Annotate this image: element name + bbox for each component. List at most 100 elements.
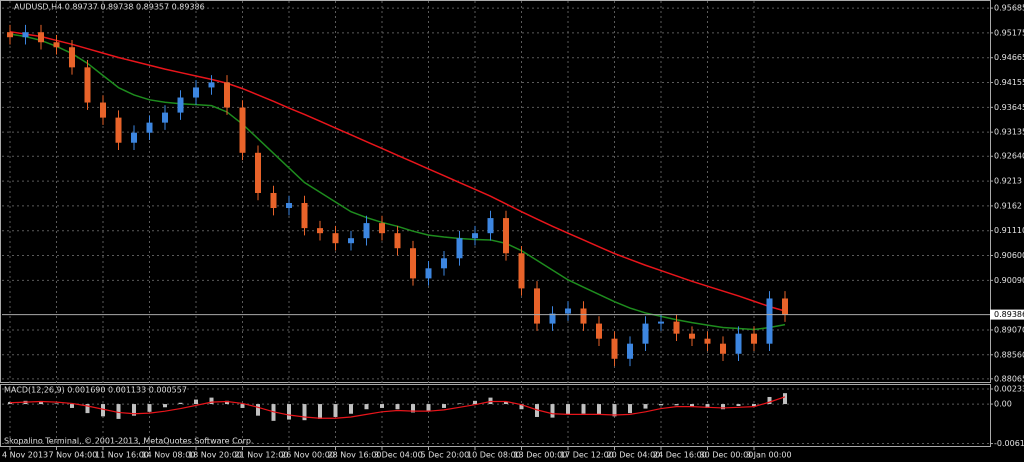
y-tick-label: 0.9162 — [994, 201, 1022, 210]
candle-body — [131, 132, 137, 143]
histogram-bar — [426, 404, 431, 411]
y-tick-label: 0.90090 — [994, 276, 1024, 285]
x-tick-label: 10 Dec 08:00 — [467, 451, 521, 460]
candle-body — [394, 233, 401, 249]
histogram-bar — [8, 402, 12, 405]
y-tick-label: 0.95175 — [994, 28, 1024, 37]
y-tick-label: 0.94665 — [994, 53, 1024, 62]
histogram-bar — [225, 400, 229, 405]
candle-body — [751, 333, 757, 344]
histogram-bar — [380, 404, 384, 408]
histogram-bar — [488, 397, 493, 405]
y-tick-label: 0.00 — [994, 400, 1012, 409]
indicator-line — [9, 33, 786, 331]
histogram-bar — [566, 404, 570, 415]
candle-body — [162, 112, 168, 123]
x-tick-label: 14 Nov 08:00 — [142, 451, 196, 460]
x-tick-label: 3 Dec 04:00 — [374, 451, 423, 460]
x-tick-label: 24 Dec 16:00 — [653, 451, 707, 460]
candle-body — [301, 203, 308, 229]
histogram-bar — [85, 404, 90, 414]
histogram-bar — [597, 404, 601, 415]
candle-body — [115, 117, 122, 143]
histogram-bar — [194, 399, 198, 405]
histogram-bar — [178, 402, 183, 405]
candle-body — [69, 47, 75, 68]
candle-body — [100, 102, 106, 118]
candle-body — [565, 308, 571, 314]
candle-body — [38, 32, 44, 43]
chart-title: AUDUSD,H4 0.89737 0.89738 0.89357 0.8938… — [14, 3, 205, 12]
histogram-bar — [240, 404, 245, 408]
histogram-bar — [54, 403, 59, 405]
candle-body — [503, 218, 509, 254]
candle-body — [735, 333, 742, 354]
histogram-bar — [333, 404, 338, 417]
y-tick-label: 0.90600 — [994, 251, 1024, 260]
candle-body — [549, 313, 556, 324]
histogram-bar — [783, 393, 787, 405]
candle-body — [286, 203, 292, 209]
y-tick-label: 0.94155 — [994, 78, 1024, 87]
y-tick-label: 0.9213 — [994, 177, 1022, 186]
y-tick-label: 0.89070 — [994, 325, 1024, 334]
candle-body — [208, 82, 215, 88]
histogram-bar — [70, 404, 74, 408]
histogram-bar — [256, 404, 260, 416]
candle-body — [363, 223, 370, 239]
histogram-bar — [721, 404, 725, 410]
x-tick-label: 5 Dec 20:00 — [421, 451, 470, 460]
histogram-bar — [209, 397, 214, 405]
candle-body — [224, 82, 230, 108]
histogram-bar — [705, 404, 710, 408]
candle-body — [348, 238, 354, 244]
candle-body — [658, 321, 664, 324]
candle-body — [22, 32, 29, 38]
y-tick-label: 0.88560 — [994, 350, 1024, 359]
candle-body — [441, 258, 447, 269]
x-tick-label: 30 Dec 00:00 — [700, 451, 754, 460]
x-tick-label: 21 Nov 12:00 — [235, 451, 289, 460]
candle-body — [332, 233, 339, 244]
histogram-bar — [147, 404, 152, 412]
macd-title: MACD(12,26,9) 0.001690 0.001133 0.000557 — [4, 386, 187, 395]
price-label: 0.89386 — [994, 310, 1024, 319]
x-tick-label: 4 Nov 2013 — [2, 451, 48, 460]
x-tick-label: 3 Jan 00:00 — [746, 451, 792, 460]
histogram-bar — [643, 404, 648, 409]
histogram-bar — [628, 404, 632, 414]
histogram-bar — [659, 404, 663, 406]
histogram-bar — [752, 404, 756, 406]
x-tick-label: 11 Nov 16:00 — [95, 451, 149, 460]
x-tick-label: 18 Nov 20:00 — [188, 451, 242, 460]
candle-body — [518, 253, 525, 289]
candle-body — [84, 67, 91, 103]
y-tick-label: 0.92640 — [994, 152, 1024, 161]
histogram-bar — [302, 404, 307, 421]
histogram-bar — [504, 401, 508, 405]
x-tick-label: 26 Nov 00:00 — [281, 451, 335, 460]
indicator-line — [9, 30, 786, 312]
x-tick-label: 17 Dec 12:00 — [560, 451, 614, 460]
candle-body — [642, 323, 649, 344]
candle-body — [410, 248, 416, 279]
candle-body — [255, 152, 261, 193]
histogram-bar — [349, 404, 353, 414]
candle-body — [270, 192, 277, 209]
histogram-bar — [736, 404, 741, 406]
footer: Skopalino Terminal, © 2001-2013, MetaQuo… — [4, 437, 253, 446]
histogram-bar — [473, 400, 477, 405]
candle-body — [146, 122, 153, 133]
x-tick-label: 20 Dec 04:00 — [607, 451, 661, 460]
histogram-bar — [690, 404, 694, 407]
candle-body — [766, 298, 773, 344]
y-tick-label: -0.00612 — [994, 439, 1024, 448]
candle-body — [177, 97, 184, 113]
candle-body — [611, 338, 618, 359]
macd-frame — [0, 384, 991, 447]
candle-body — [689, 333, 695, 339]
histogram-bar — [581, 404, 586, 414]
histogram-bar — [287, 404, 291, 420]
x-tick-label: 7 Nov 04:00 — [49, 451, 98, 460]
candle-body — [317, 228, 323, 234]
